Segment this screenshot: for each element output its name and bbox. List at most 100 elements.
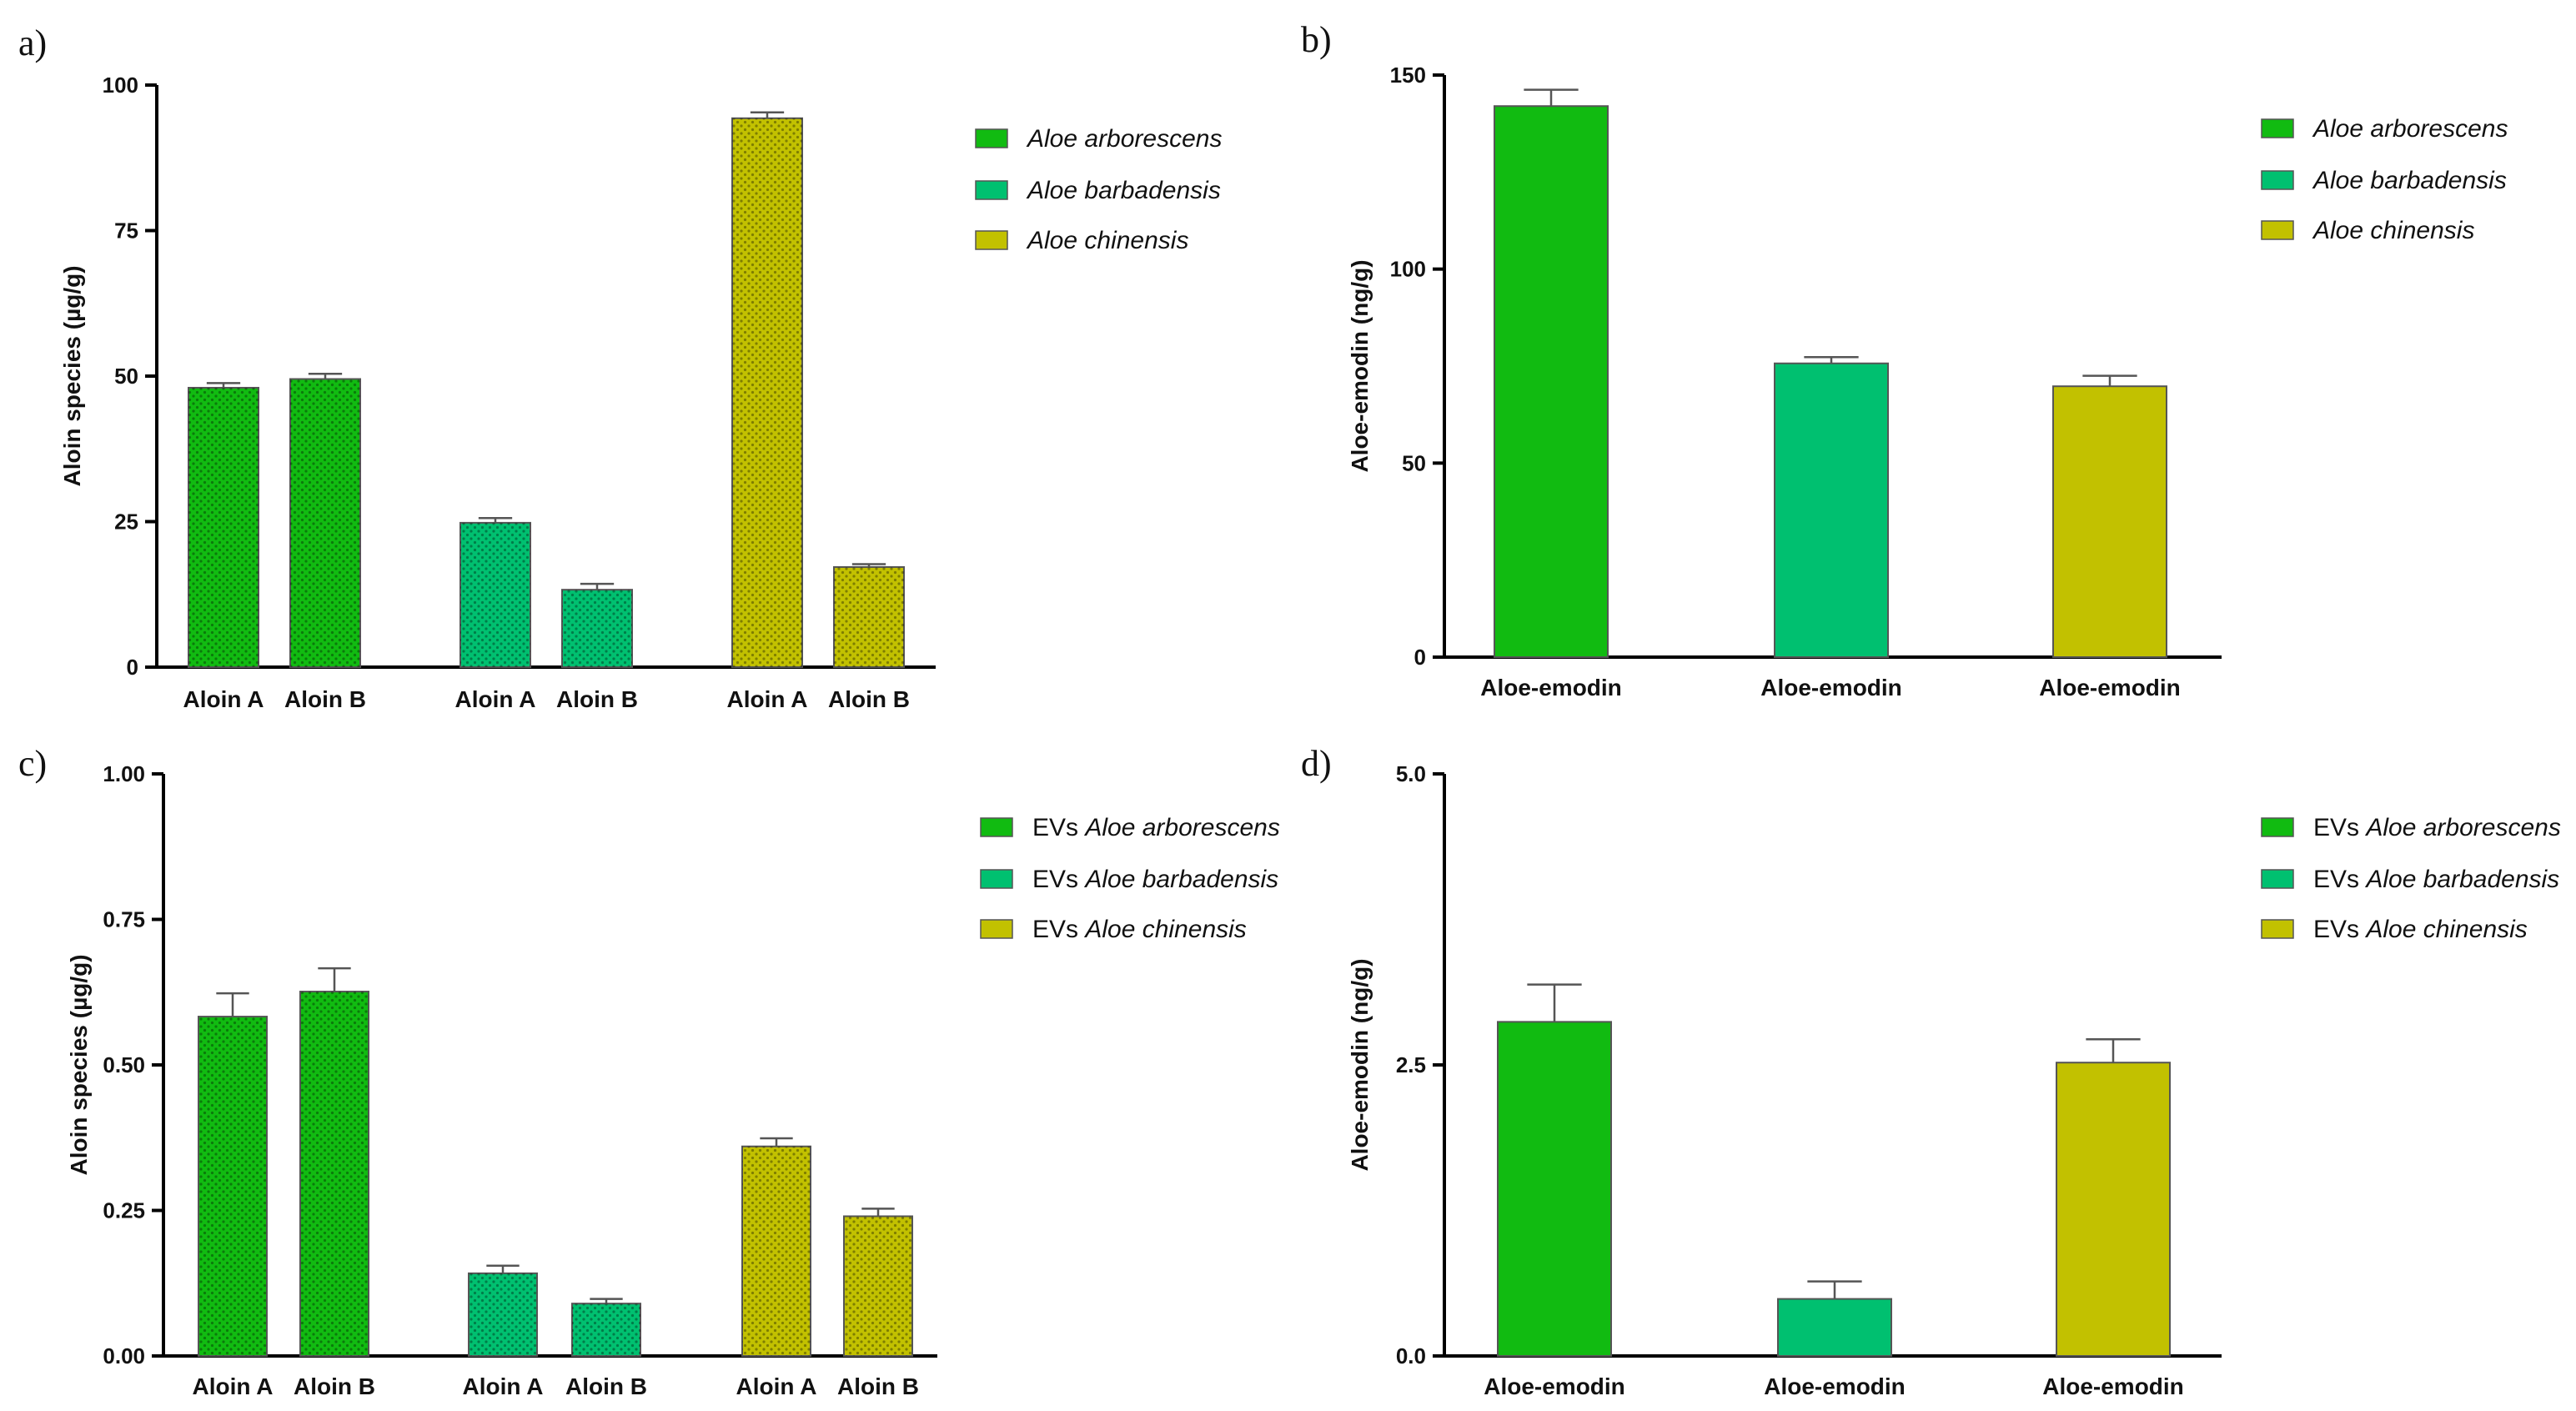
bar: [1774, 362, 1889, 658]
legend-entry: EVs Aloe arborescens: [2261, 814, 2561, 841]
bar-hatch: [732, 118, 802, 667]
y-tick-label: 0.00: [103, 1343, 145, 1368]
y-axis-label: Aloe-emodin (ng/g): [1347, 259, 1373, 472]
legend-prefix: EVs: [1032, 814, 1085, 841]
legend-entry: EVs Aloe chinensis: [2261, 916, 2528, 943]
y-tick-label: 5.0: [1396, 761, 1426, 786]
bar: [1494, 105, 1609, 658]
legend-swatch: [980, 817, 1013, 837]
legend-species: Aloe arborescens: [2364, 814, 2560, 841]
legend-label: Aloe chinensis: [2312, 217, 2474, 244]
legend-swatch: [2261, 869, 2294, 889]
legend-label: EVs Aloe arborescens: [2313, 814, 2561, 841]
bar-hatch: [572, 1303, 640, 1356]
chart-panel-a: a) 0 25 50 75 100 Aloin species (µg/g) Aloin A A…: [18, 23, 1222, 712]
x-category-label: Aloe-emodin: [1484, 1373, 1625, 1399]
y-tick-label: 0: [127, 655, 138, 680]
bar-hatch: [742, 1146, 811, 1356]
y-axis-label: Aloin species (µg/g): [66, 954, 92, 1175]
y-tick-label: 1.00: [103, 761, 145, 786]
legend-swatch: [2261, 919, 2294, 939]
legend-label: EVs Aloe barbadensis: [1032, 866, 1278, 893]
legend-entry: EVs Aloe chinensis: [980, 916, 1247, 943]
y-tick-label: 2.5: [1396, 1052, 1426, 1077]
bar-hatch: [834, 566, 904, 667]
legend-label: Aloe barbadensis: [1026, 177, 1221, 204]
bar-hatch: [469, 1273, 537, 1356]
legend-label: EVs Aloe chinensis: [1032, 916, 1247, 943]
legend-label: Aloe arborescens: [1026, 125, 1222, 153]
x-category-label: Aloin B: [565, 1373, 647, 1399]
legend-entry: Aloe chinensis: [2261, 217, 2474, 244]
bar-hatch: [460, 522, 530, 667]
x-category-label: Aloe-emodin: [1480, 675, 1622, 700]
legend-entry: Aloe arborescens: [975, 125, 1222, 153]
y-tick-label: 50: [114, 364, 138, 389]
panel-label: b): [1301, 19, 1332, 60]
legend-swatch: [980, 869, 1013, 889]
x-category-label: Aloin A: [193, 1373, 274, 1399]
legend-species: Aloe arborescens: [1026, 125, 1222, 153]
legend-entry: EVs Aloe barbadensis: [2261, 866, 2559, 893]
y-tick-label: 0.75: [103, 907, 145, 932]
legend-prefix: EVs: [1032, 916, 1085, 943]
bar-hatch: [844, 1216, 912, 1356]
x-category-label: Aloin B: [556, 686, 638, 712]
bar-hatch: [562, 590, 632, 667]
legend-prefix: EVs: [2313, 866, 2366, 893]
bar: [2052, 385, 2167, 658]
legend-prefix: EVs: [2313, 814, 2366, 841]
chart-panel-c: c) 0.00 0.25 0.50 0.75 1.00 Aloin species (µg/…: [18, 743, 1280, 1399]
chart-panel-d: d) 0.0 2.5 5.0 Aloe-emodin (ng/g) Aloe-emodin…: [1301, 743, 2561, 1399]
x-category-label: Aloin A: [463, 1373, 544, 1399]
x-category-label: Aloe-emodin: [2039, 675, 2181, 700]
x-category-label: Aloin B: [828, 686, 910, 712]
legend-species: Aloe chinensis: [2364, 916, 2527, 943]
x-category-label: Aloe-emodin: [2042, 1373, 2184, 1399]
legend-entry: Aloe chinensis: [975, 227, 1188, 254]
bar-hatch: [188, 387, 259, 667]
y-tick-label: 75: [114, 218, 138, 244]
x-category-label: Aloin B: [284, 686, 366, 712]
legend-entry: Aloe barbadensis: [2261, 167, 2507, 194]
legend-entry: Aloe arborescens: [2261, 115, 2508, 143]
x-category-label: Aloin B: [837, 1373, 919, 1399]
legend-swatch: [975, 180, 1008, 200]
bar: [1777, 1298, 1892, 1357]
legend-entry: EVs Aloe arborescens: [980, 814, 1280, 841]
y-tick-label: 100: [103, 73, 138, 98]
x-category-label: Aloe-emodin: [1764, 1373, 1906, 1399]
legend-swatch: [975, 128, 1008, 148]
bar-hatch: [290, 379, 360, 667]
legend-species: Aloe barbadensis: [2364, 866, 2559, 893]
legend-swatch: [975, 230, 1008, 250]
legend-species: Aloe arborescens: [2312, 115, 2508, 143]
y-tick-label: 0: [1414, 645, 1426, 670]
legend-swatch: [2261, 170, 2294, 190]
legend-label: Aloe barbadensis: [2312, 167, 2507, 194]
x-category-label: Aloe-emodin: [1760, 675, 1902, 700]
y-axis-label: Aloe-emodin (ng/g): [1347, 958, 1373, 1171]
x-category-label: Aloin A: [183, 686, 264, 712]
x-category-label: Aloin A: [455, 686, 536, 712]
chart-panel-b: b) 0 50 100 150 Aloe-emodin (ng/g) Aloe-emodin…: [1301, 19, 2508, 700]
bar-hatch: [198, 1017, 267, 1356]
x-category-label: Aloin B: [294, 1373, 375, 1399]
bar: [1497, 1021, 1612, 1358]
legend-entry: EVs Aloe barbadensis: [980, 866, 1278, 893]
y-tick-label: 150: [1390, 63, 1426, 88]
y-tick-label: 0.0: [1396, 1343, 1426, 1368]
legend-species: Aloe barbadensis: [1083, 866, 1278, 893]
legend-entry: Aloe barbadensis: [975, 177, 1221, 204]
legend-label: Aloe chinensis: [1026, 227, 1188, 254]
y-tick-label: 25: [114, 510, 138, 535]
legend-label: Aloe arborescens: [2312, 115, 2508, 143]
legend-swatch: [2261, 118, 2294, 138]
x-category-label: Aloin A: [727, 686, 808, 712]
legend-prefix: EVs: [2313, 916, 2366, 943]
legend-label: EVs Aloe arborescens: [1032, 814, 1280, 841]
bar: [2056, 1062, 2171, 1357]
y-tick-label: 0.25: [103, 1198, 145, 1223]
legend-species: Aloe chinensis: [1083, 916, 1246, 943]
